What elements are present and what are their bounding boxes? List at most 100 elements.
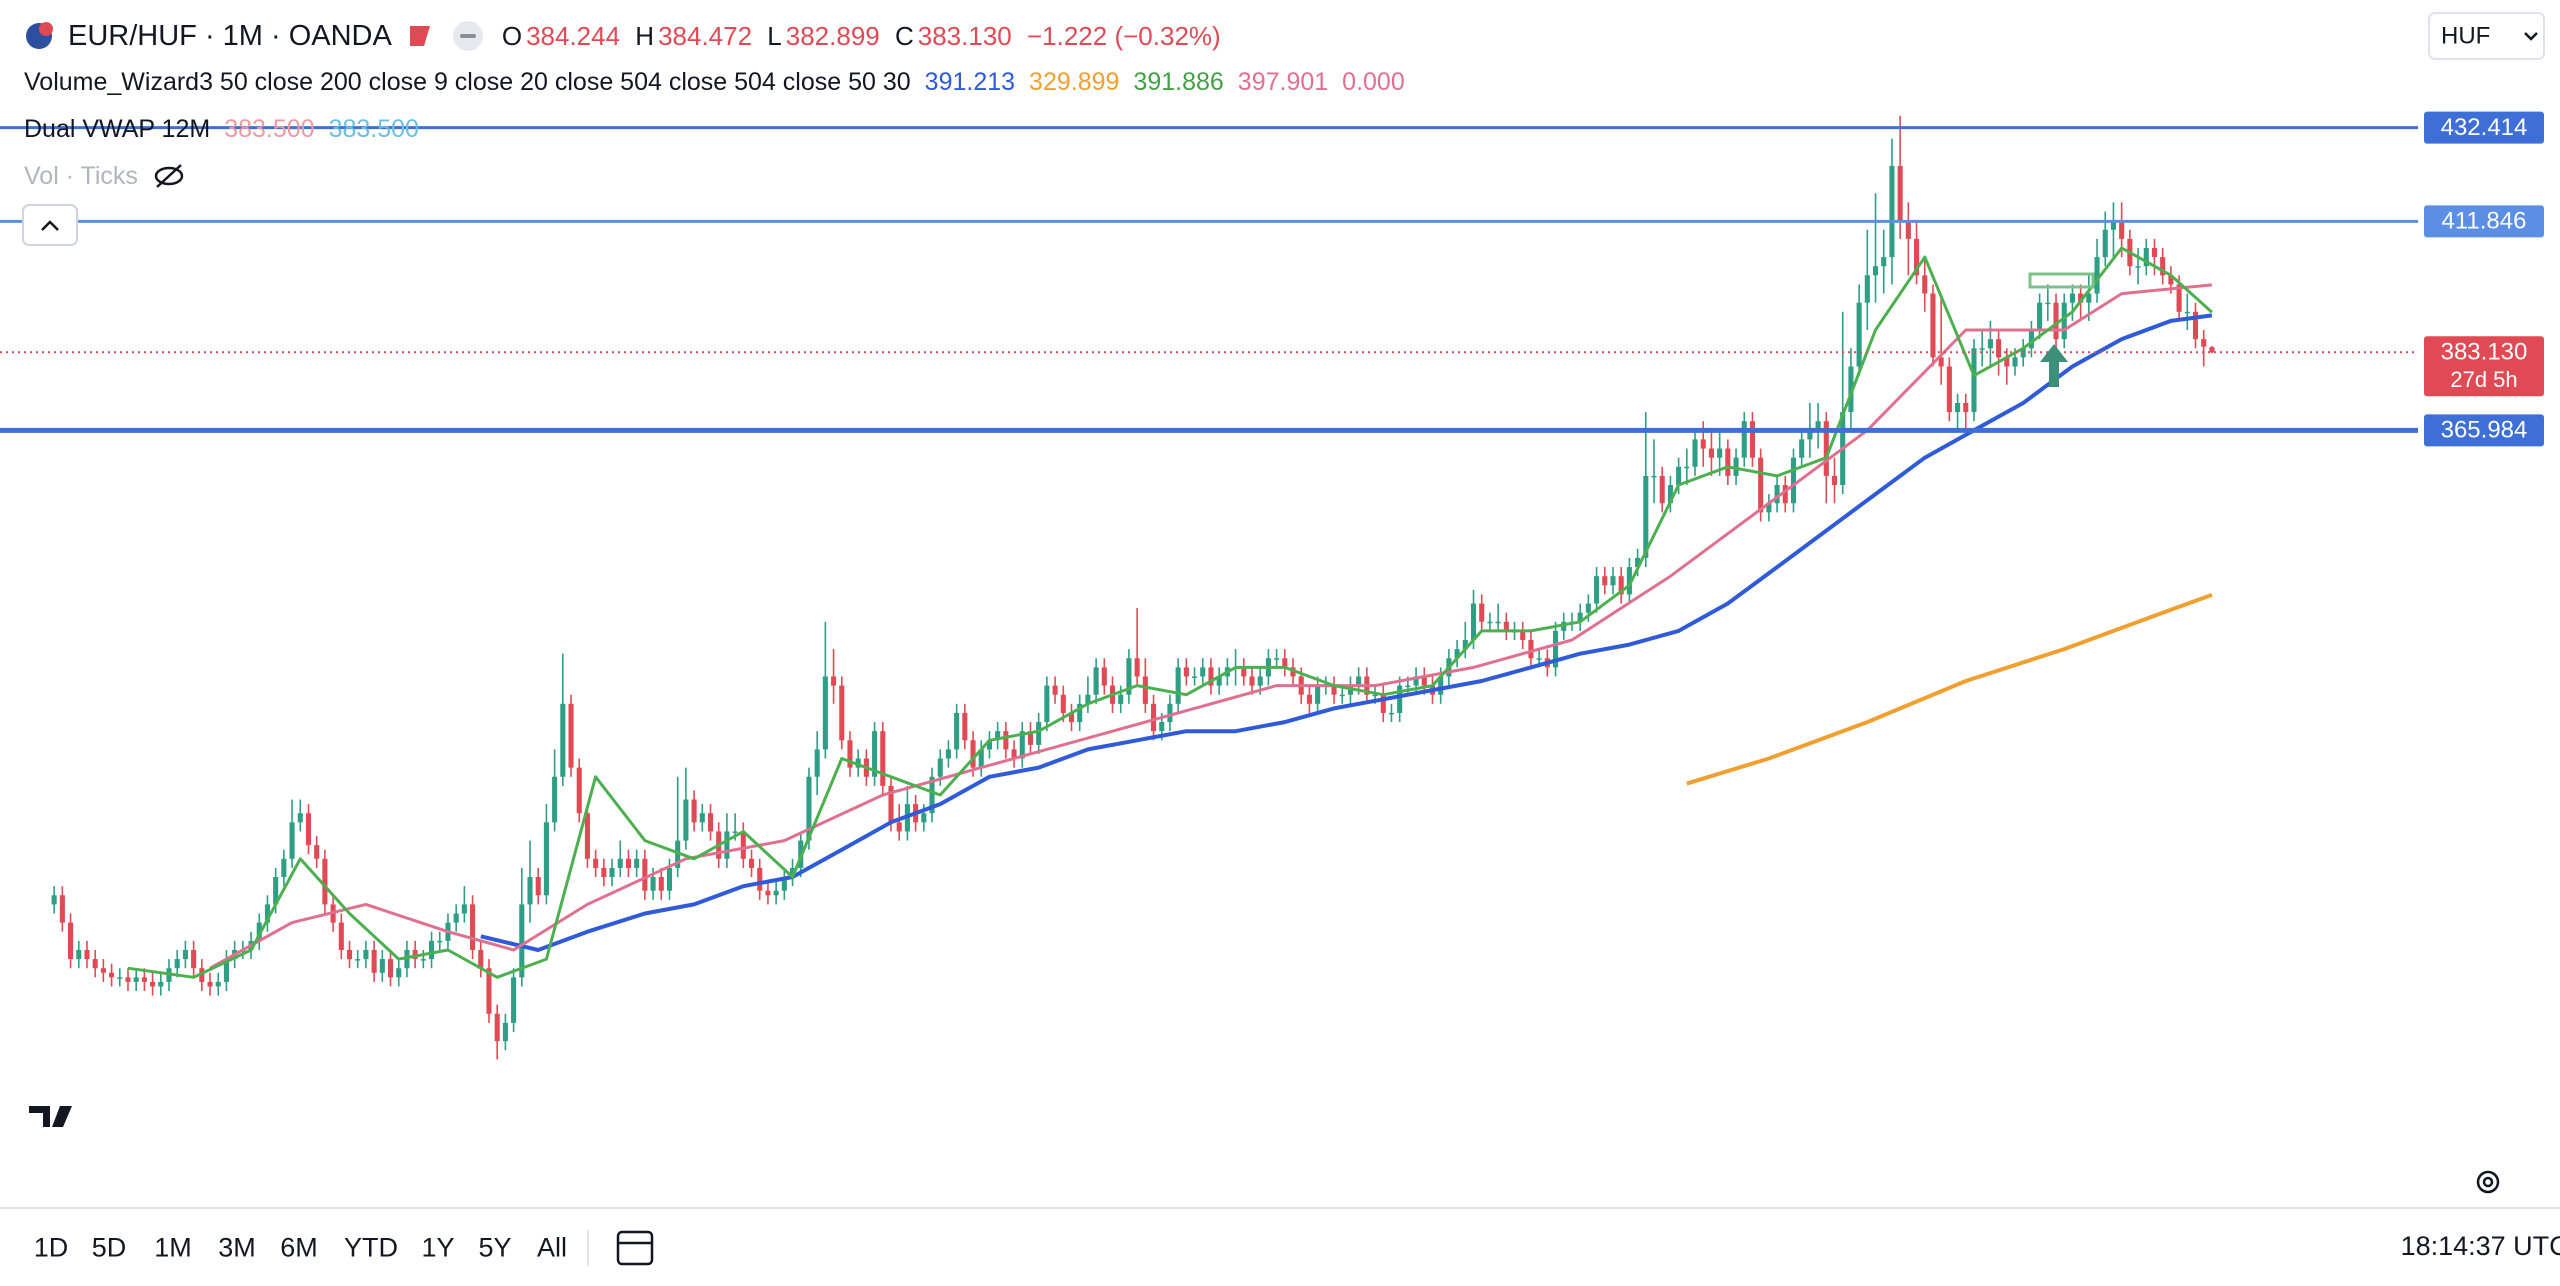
candle-body (1799, 439, 1805, 458)
calendar-icon[interactable] (616, 1230, 654, 1266)
candle-body (634, 858, 640, 868)
candle-body (929, 776, 935, 814)
candle-body (552, 776, 558, 823)
indicator-value: 0.000 (1342, 67, 1405, 96)
range-button[interactable]: 1Y (421, 1232, 455, 1263)
candle-body (683, 799, 689, 841)
hide-button[interactable] (448, 19, 488, 53)
candle-body (1183, 667, 1189, 677)
candle-body (100, 968, 106, 973)
symbol-flag (26, 22, 53, 49)
open-label: O (501, 20, 523, 51)
range-button[interactable]: All (536, 1232, 568, 1263)
candle-body (437, 940, 443, 943)
candle-body (1684, 466, 1690, 469)
moving-average (209, 283, 2213, 970)
candle-body (117, 977, 123, 979)
candle-body (1774, 485, 1780, 504)
range-button[interactable]: 5D (91, 1232, 127, 1263)
candle-body (962, 712, 968, 741)
candle-body (2094, 257, 2100, 294)
candle-body (494, 1013, 500, 1042)
candle-body (1823, 421, 1829, 476)
candle-body (535, 877, 541, 896)
market-status (409, 26, 430, 46)
candle-body (1602, 576, 1608, 586)
candle-body (1782, 485, 1788, 504)
candle-body (1815, 421, 1821, 431)
candle-body (921, 813, 927, 823)
candle-body (1651, 475, 1657, 478)
range-button[interactable]: 1D (33, 1232, 69, 1263)
candle-body (650, 877, 656, 891)
currency-select[interactable] (2428, 12, 2545, 60)
candle-body (59, 895, 65, 923)
candle-body (1733, 457, 1739, 476)
candle-body (502, 1022, 508, 1042)
candle-body (2135, 266, 2141, 268)
candle-body (1758, 457, 1764, 513)
candle-body (831, 676, 837, 686)
candle-body (748, 858, 755, 868)
candle-body (806, 776, 812, 841)
candle-body (1831, 475, 1838, 486)
candle-body (519, 904, 525, 978)
candle-body (1282, 658, 1288, 668)
settings-icon-core (2482, 1176, 2494, 1188)
candle-body (1093, 667, 1099, 695)
indicator-name: Vol · Ticks (24, 161, 138, 190)
range-button[interactable]: YTD (344, 1232, 398, 1263)
candle-body (1667, 485, 1673, 504)
candle-body (429, 940, 435, 960)
candle-body (781, 877, 787, 891)
candle-body (453, 913, 459, 923)
candle-body (617, 858, 623, 868)
candle-body (1872, 266, 1879, 276)
candle-body (1610, 576, 1616, 586)
candle-body (1676, 466, 1682, 486)
candle-body (576, 767, 582, 814)
candle-body (593, 858, 599, 868)
candle-body (666, 867, 673, 891)
candle-body (872, 731, 878, 777)
candle-body (1643, 475, 1649, 558)
candle-body (822, 676, 828, 750)
candle-body (1454, 649, 1460, 659)
settings-icon[interactable] (2476, 1170, 2500, 1194)
current-price-label: 383.130 (2441, 339, 2528, 366)
candle-body (84, 949, 90, 960)
range-button[interactable]: 3M (218, 1232, 256, 1263)
range-button[interactable]: 5Y (478, 1232, 512, 1263)
candle-body (1077, 703, 1083, 723)
collapse-button[interactable] (22, 204, 78, 246)
candle-body (1306, 694, 1312, 704)
candle-body (1495, 621, 1501, 624)
price-label: 432.414 (2441, 114, 2528, 141)
candle-body (1528, 640, 1534, 659)
candle-body (158, 981, 164, 987)
candle-body (1167, 703, 1173, 723)
candle-body (191, 949, 197, 969)
candle-body (945, 749, 951, 759)
indicator-name: Volume_Wizard3 50 close 200 close 9 clos… (24, 67, 911, 96)
indicator-legend: Vol · Ticks (24, 158, 186, 194)
candle-body (986, 740, 992, 750)
candle-body (527, 877, 533, 905)
change: −1.222 (−0.32%) (1026, 20, 1221, 51)
candle-body (2209, 347, 2215, 353)
moving-average (1686, 593, 2213, 786)
candle-body (1019, 731, 1025, 759)
symbol-legend: EUR/HUF · 1M · OANDA O 384.244 H 384.472 L… (24, 16, 1221, 56)
visibility-icon[interactable] (152, 163, 186, 189)
candle-body (1462, 640, 1468, 650)
candle-body (1397, 685, 1403, 713)
candle-body (1930, 293, 1936, 358)
candle-body (1520, 630, 1526, 641)
range-button[interactable]: 1M (154, 1232, 192, 1263)
range-button[interactable]: 6M (280, 1232, 318, 1263)
candle-body (305, 813, 312, 846)
indicator-legend: Dual VWAP 12M 383.500 383.500 (24, 111, 419, 147)
drawing-rect (2028, 272, 2095, 289)
candle-body (1708, 448, 1714, 458)
candle-body (1315, 685, 1321, 704)
